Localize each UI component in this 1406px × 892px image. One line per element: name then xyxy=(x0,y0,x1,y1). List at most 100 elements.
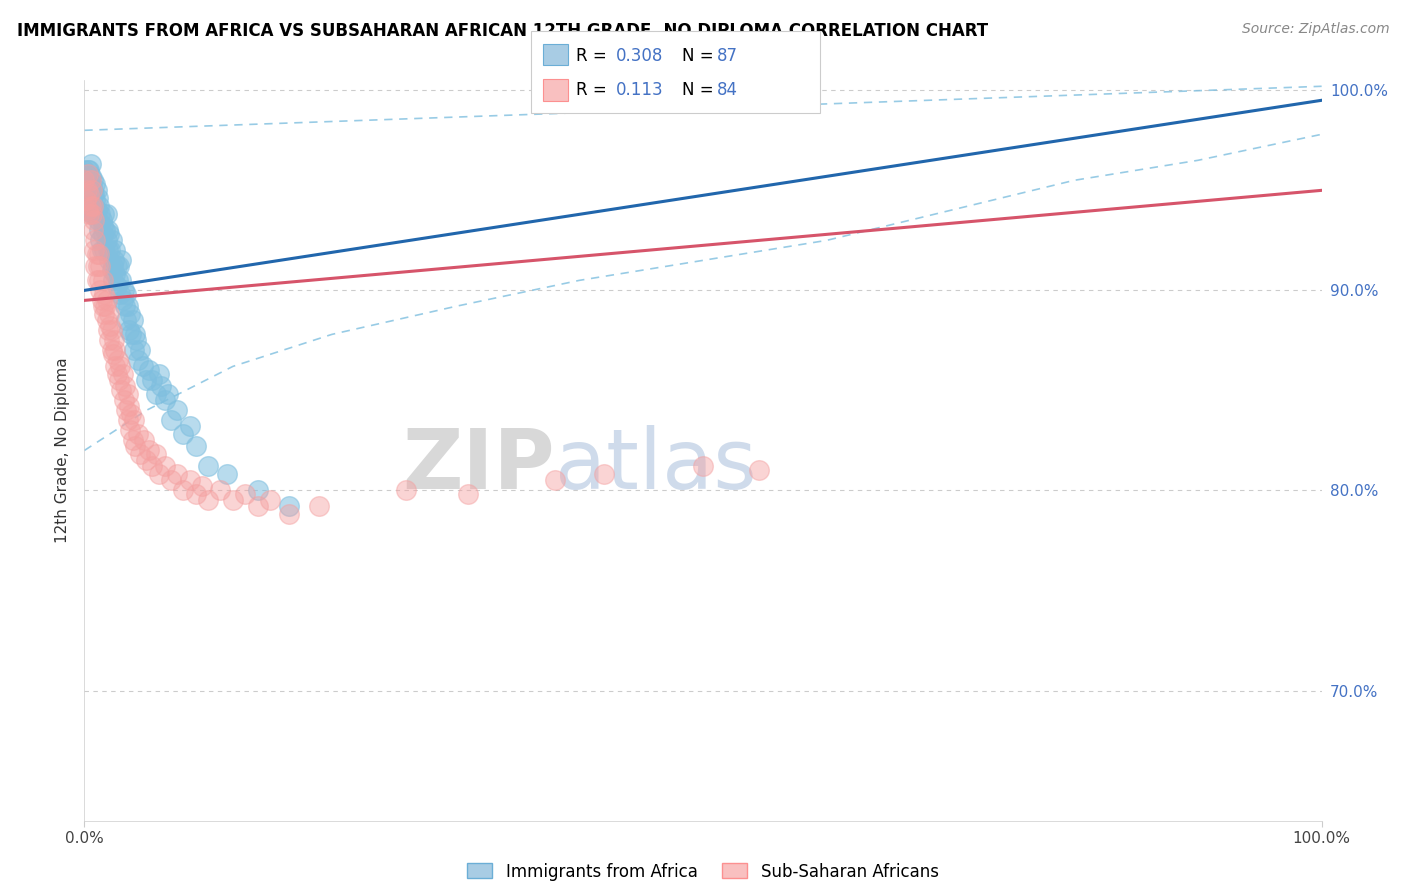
Point xyxy=(93,244,115,258)
Point xyxy=(79,173,101,187)
Point xyxy=(82,197,104,211)
Point xyxy=(138,443,160,458)
Point xyxy=(98,244,121,258)
Point xyxy=(103,253,125,268)
Point xyxy=(593,467,616,482)
Point xyxy=(79,169,101,184)
Text: Source: ZipAtlas.com: Source: ZipAtlas.com xyxy=(1241,22,1389,37)
Point xyxy=(80,183,103,197)
Point xyxy=(100,233,122,247)
Point xyxy=(122,343,145,358)
Point xyxy=(97,244,120,258)
Point xyxy=(97,323,120,337)
Point xyxy=(184,440,207,454)
Point xyxy=(117,387,139,401)
Point xyxy=(84,194,107,208)
Point xyxy=(184,487,207,501)
Point xyxy=(79,207,101,221)
Point xyxy=(748,463,770,477)
Point xyxy=(114,299,136,313)
Point xyxy=(104,268,127,282)
Point xyxy=(86,203,108,218)
Point xyxy=(91,227,114,242)
Point xyxy=(90,213,112,227)
Point xyxy=(395,483,418,498)
Point xyxy=(94,299,117,313)
Point xyxy=(79,163,101,178)
Point xyxy=(77,203,100,218)
Point xyxy=(73,163,96,178)
Point xyxy=(84,260,107,274)
Point xyxy=(114,379,136,393)
Point xyxy=(90,244,112,258)
Point xyxy=(80,194,103,208)
Point xyxy=(110,273,132,287)
Point xyxy=(111,368,134,382)
Point xyxy=(86,273,108,287)
Point xyxy=(179,474,201,488)
Point xyxy=(124,440,146,454)
Point xyxy=(110,287,132,301)
Point xyxy=(141,459,163,474)
Point xyxy=(157,387,180,401)
Point xyxy=(90,293,112,308)
Legend: Immigrants from Africa, Sub-Saharan Africans: Immigrants from Africa, Sub-Saharan Afri… xyxy=(461,856,945,888)
Point xyxy=(84,178,107,192)
Point xyxy=(120,408,142,422)
Point xyxy=(89,207,111,221)
Point xyxy=(96,293,118,308)
Point xyxy=(86,247,108,261)
Point xyxy=(135,453,157,467)
Point xyxy=(79,203,101,218)
Point xyxy=(120,307,142,321)
Point xyxy=(246,500,269,514)
Point xyxy=(692,459,714,474)
Point xyxy=(94,223,117,237)
Point xyxy=(76,183,98,197)
Point xyxy=(153,459,176,474)
Point xyxy=(73,173,96,187)
Point xyxy=(160,413,183,427)
Point xyxy=(148,368,170,382)
Point xyxy=(259,493,281,508)
Text: ZIP: ZIP xyxy=(402,425,554,506)
Point xyxy=(98,334,121,348)
Point xyxy=(138,363,160,377)
Point xyxy=(91,219,114,234)
Point xyxy=(80,207,103,221)
Point xyxy=(77,163,100,178)
Point xyxy=(277,500,299,514)
Text: 0.113: 0.113 xyxy=(616,81,664,99)
Point xyxy=(89,260,111,274)
Point xyxy=(457,487,479,501)
Point xyxy=(124,327,146,342)
Point xyxy=(105,279,128,293)
Point xyxy=(83,207,105,221)
Point xyxy=(145,447,167,461)
Point xyxy=(79,199,101,213)
Point xyxy=(101,273,124,287)
Point xyxy=(98,227,121,242)
Point xyxy=(89,284,111,298)
Point xyxy=(127,427,149,442)
Point xyxy=(135,373,157,387)
Text: N =: N = xyxy=(682,81,718,99)
Point xyxy=(89,273,111,287)
Point xyxy=(110,253,132,268)
Point xyxy=(197,493,219,508)
Point xyxy=(120,424,142,438)
Point xyxy=(101,347,124,361)
Text: 84: 84 xyxy=(717,81,738,99)
Point xyxy=(87,191,110,205)
Point xyxy=(105,368,128,382)
Point xyxy=(87,213,110,227)
Point xyxy=(107,353,129,368)
Point xyxy=(246,483,269,498)
Point xyxy=(115,287,138,301)
Point xyxy=(76,167,98,181)
Point xyxy=(87,260,110,274)
Point xyxy=(93,307,115,321)
Point xyxy=(91,299,114,313)
Point xyxy=(104,343,127,358)
Point xyxy=(233,487,256,501)
